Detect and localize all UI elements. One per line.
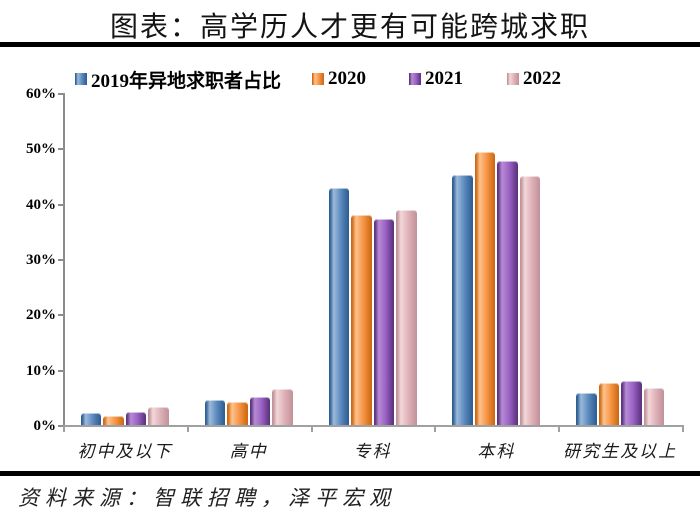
- bar-2021-本科: [497, 160, 518, 425]
- bar-2021-研究生及以上: [621, 380, 642, 425]
- footer-divider-rule: [0, 471, 700, 476]
- y-axis-tick: [58, 314, 63, 317]
- bar-2020-专科: [351, 214, 372, 425]
- category-label: 本科: [477, 442, 516, 461]
- chart-legend: 2019年异地求职者占比 2020 2021 2022: [0, 66, 700, 92]
- x-axis-tick: [186, 427, 189, 432]
- bar-2022-专科: [396, 209, 417, 425]
- bar-2020-高中: [227, 402, 248, 425]
- y-axis-tick-label: 20%: [26, 307, 56, 324]
- legend-label: 2021: [425, 68, 463, 89]
- bar-2021-专科: [373, 219, 394, 425]
- bar-2019年异地求职者占比-本科: [452, 175, 473, 425]
- bar-2019年异地求职者占比-研究生及以上: [576, 392, 597, 425]
- category-label: 高中: [229, 442, 268, 461]
- title-divider-rule: [0, 42, 700, 47]
- bar-2020-研究生及以上: [598, 382, 620, 425]
- y-axis-tick: [58, 148, 63, 151]
- y-axis-tick-label: 0%: [33, 418, 57, 434]
- bar-2020-本科: [474, 152, 496, 425]
- bar-2022-本科: [519, 176, 541, 425]
- y-axis-tick: [58, 203, 63, 206]
- y-axis-tick-label: 60%: [26, 86, 56, 102]
- source-text: 资料来源：智联招聘，泽平宏观: [18, 486, 396, 510]
- bar-2019年异地求职者占比-初中及以下: [80, 413, 102, 425]
- x-axis-tick: [310, 427, 313, 432]
- legend-item: 2019年异地求职者占比: [75, 66, 281, 92]
- y-axis-tick-label: 50%: [26, 141, 56, 158]
- y-axis-tick-label: 30%: [26, 252, 56, 268]
- y-axis-tick-label: 40%: [26, 196, 56, 213]
- legend-label: 2019年异地求职者占比: [91, 70, 282, 92]
- legend-label: 2020: [328, 68, 366, 89]
- y-axis-tick-label: 10%: [26, 362, 56, 379]
- bar-2022-研究生及以上: [643, 388, 665, 425]
- legend-swatch-icon: [409, 73, 421, 85]
- x-axis-line: [63, 425, 684, 427]
- y-axis-line: [63, 93, 65, 425]
- legend-swatch-icon: [312, 73, 324, 85]
- x-axis-tick: [682, 427, 684, 432]
- category-label: 专科: [353, 442, 392, 461]
- category-label: 研究生及以上: [563, 442, 678, 461]
- bar-2019年异地求职者占比-高中: [204, 400, 226, 425]
- y-axis-tick: [58, 259, 63, 261]
- legend-swatch-icon: [75, 73, 87, 85]
- legend-item: 2020: [312, 66, 366, 92]
- page-title: 图表：高学历人才更有可能跨城求职: [109, 12, 590, 43]
- bar-2020-初中及以下: [103, 416, 124, 425]
- bar-2021-初中及以下: [125, 412, 147, 425]
- bar-2022-初中及以下: [148, 407, 169, 425]
- legend-item: 2022: [507, 66, 561, 92]
- bar-2022-高中: [272, 389, 293, 425]
- x-axis-tick: [63, 427, 65, 432]
- x-axis-tick: [558, 427, 561, 432]
- category-label: 初中及以下: [77, 442, 173, 461]
- bar-2019年异地求职者占比-专科: [328, 188, 349, 425]
- y-axis-tick: [58, 369, 63, 372]
- legend-swatch-icon: [507, 73, 519, 85]
- y-axis-tick: [58, 93, 63, 95]
- legend-label: 2022: [523, 68, 561, 89]
- bar-2021-高中: [249, 397, 271, 425]
- x-axis-tick: [434, 427, 437, 432]
- legend-item: 2021: [409, 66, 463, 92]
- y-axis-tick: [58, 425, 63, 427]
